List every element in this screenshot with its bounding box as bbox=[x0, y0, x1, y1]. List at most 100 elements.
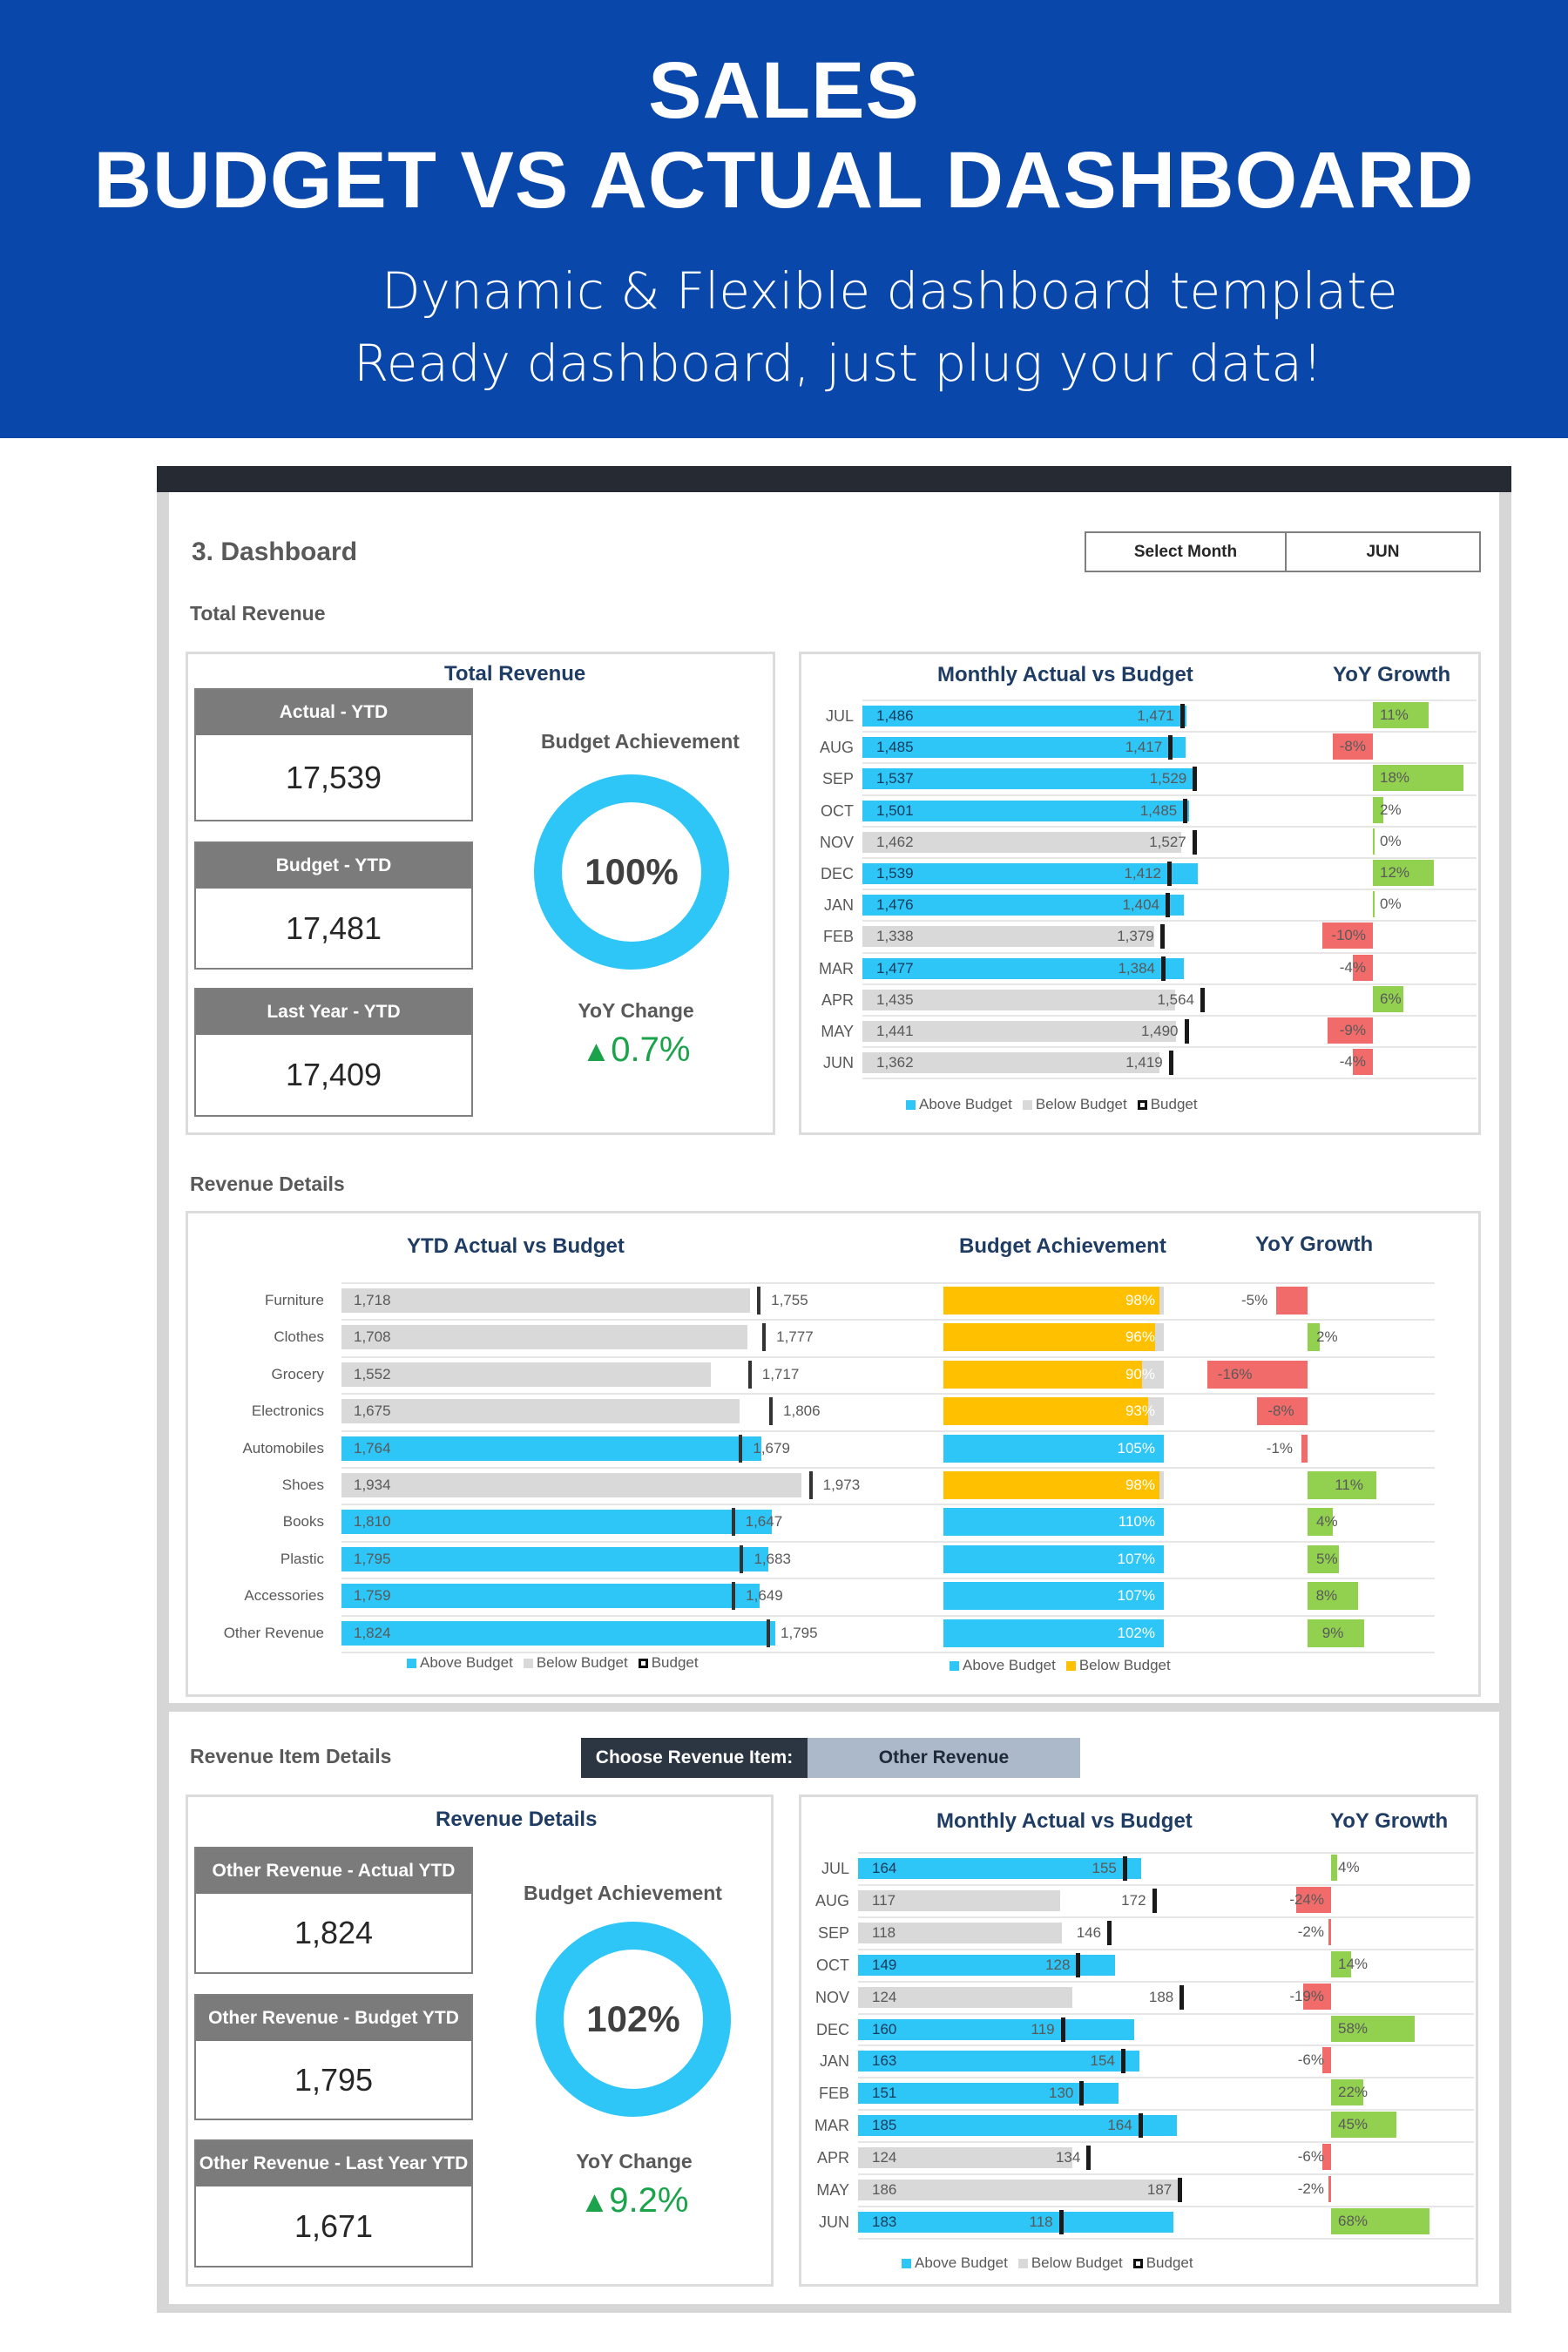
yoy-bar-positive bbox=[1373, 796, 1383, 823]
yoy-bar-positive bbox=[1331, 2079, 1363, 2106]
row-gridline bbox=[858, 1948, 1474, 1950]
actual-bar-below bbox=[341, 1399, 740, 1424]
monthly-yoy-title: YoY Growth bbox=[1333, 663, 1451, 686]
budget-value: 128 bbox=[1045, 1956, 1071, 1973]
actual-bar-below bbox=[862, 926, 1154, 948]
yoy-value: 58% bbox=[1338, 2019, 1369, 2037]
month-selector[interactable]: Select Month JUN bbox=[1085, 531, 1481, 572]
yoy-bar-negative bbox=[1303, 1983, 1331, 2010]
kpi-last-year-ytd: Last Year - YTD 17,409 bbox=[194, 988, 473, 1117]
monthly-chart-title: Monthly Actual vs Budget bbox=[937, 663, 1193, 686]
actual-bar-above bbox=[341, 1620, 775, 1646]
budget-marker bbox=[740, 1544, 744, 1573]
yoy-bar-negative bbox=[1322, 2047, 1331, 2074]
row-gridline bbox=[862, 920, 1477, 923]
actual-bar-above bbox=[858, 1858, 1141, 1879]
actual-value: 149 bbox=[872, 1956, 897, 1973]
choose-item-value[interactable]: Other Revenue bbox=[808, 1738, 1080, 1778]
yoy-value: 4% bbox=[1316, 1513, 1338, 1531]
actual-bar-above bbox=[858, 2051, 1139, 2072]
section-revenue-item-details: Revenue Item Details bbox=[190, 1745, 392, 1767]
actual-bar-below bbox=[341, 1288, 750, 1313]
month-label: FEB bbox=[822, 928, 854, 946]
yoy-value: 0% bbox=[1380, 832, 1402, 849]
yoy-value: -5% bbox=[1241, 1292, 1268, 1308]
month-label: MAR bbox=[814, 2117, 849, 2135]
row-gridline bbox=[858, 2109, 1474, 2112]
month-label: AUG bbox=[819, 739, 854, 757]
category-label: Books bbox=[282, 1513, 324, 1531]
budget-marker bbox=[1166, 893, 1170, 918]
yoy-bar-positive bbox=[1373, 985, 1403, 1012]
budget-marker bbox=[1122, 1856, 1127, 1881]
achievement-bar bbox=[943, 1287, 1159, 1315]
budget-marker bbox=[1159, 924, 1165, 950]
month-label: OCT bbox=[816, 1956, 849, 1974]
row-gridline bbox=[858, 2237, 1474, 2240]
actual-value: 117 bbox=[872, 1891, 896, 1909]
actual-bar-above bbox=[862, 737, 1186, 759]
kpi-actual-ytd: Actual - YTD 17,539 bbox=[194, 688, 473, 821]
achievement-bar bbox=[943, 1508, 1164, 1537]
actual-value: 1,759 bbox=[354, 1587, 391, 1605]
month-label: APR bbox=[816, 2149, 849, 2167]
actual-value: 1,718 bbox=[354, 1292, 391, 1308]
yoy-bar-positive bbox=[1331, 2015, 1416, 2042]
budget-value: 1,777 bbox=[776, 1328, 814, 1346]
kpi-value: 1,795 bbox=[294, 2062, 374, 2098]
budget-marker bbox=[1076, 1952, 1081, 1977]
budget-value: 1,419 bbox=[1125, 1054, 1163, 1071]
actual-value: 124 bbox=[872, 1988, 897, 2005]
section-revenue-details: Revenue Details bbox=[190, 1173, 345, 1195]
month-label: NOV bbox=[814, 1988, 849, 2006]
yoy-bar-positive bbox=[1308, 1323, 1321, 1352]
actual-value: 1,675 bbox=[354, 1402, 391, 1420]
row-gridline bbox=[341, 1429, 1435, 1432]
actual-value: 1,824 bbox=[354, 1624, 391, 1641]
yoy-bar-positive bbox=[1331, 2112, 1396, 2139]
budget-value: 172 bbox=[1121, 1891, 1146, 1909]
row-gridline bbox=[858, 2044, 1474, 2047]
yoy-bar-positive bbox=[1373, 702, 1429, 728]
section-divider bbox=[169, 1703, 1499, 1712]
actual-bar-above bbox=[862, 768, 1198, 790]
yoy-change-text: 0.7% bbox=[611, 1031, 691, 1069]
budget-value: 1,795 bbox=[781, 1624, 818, 1641]
row-gridline bbox=[341, 1467, 1435, 1469]
actual-bar-above bbox=[858, 2018, 1134, 2040]
budget-value: 1,417 bbox=[1125, 739, 1163, 756]
budget-value: 1,379 bbox=[1117, 928, 1154, 945]
legend-above-budget: Above Budget bbox=[950, 1657, 1066, 1673]
budget-value: 188 bbox=[1148, 1988, 1174, 2005]
budget-marker bbox=[1086, 2146, 1092, 2171]
actual-bar-above bbox=[858, 2211, 1174, 2233]
revenue-item-selector[interactable]: Choose Revenue Item: Other Revenue bbox=[581, 1738, 1080, 1778]
select-month-value[interactable]: JUN bbox=[1366, 543, 1400, 561]
item-budget-achievement-donut: 102% bbox=[536, 1922, 731, 2117]
up-arrow-icon: ▲ bbox=[581, 1035, 612, 1068]
month-label: JUN bbox=[823, 1054, 854, 1072]
section-total-revenue: Total Revenue bbox=[190, 602, 326, 625]
ytd-chart-title: YTD Actual vs Budget bbox=[407, 1234, 625, 1258]
legend-swatch bbox=[407, 1659, 416, 1669]
budget-value: 1,679 bbox=[753, 1439, 790, 1456]
actual-value: 183 bbox=[872, 2213, 897, 2230]
budget-marker bbox=[1167, 862, 1172, 886]
actual-bar-below bbox=[341, 1362, 711, 1387]
kpi-label: Other Revenue - Last Year YTD bbox=[196, 2141, 471, 2186]
category-label: Other Revenue bbox=[223, 1624, 324, 1641]
legend-swatch bbox=[1017, 2259, 1028, 2269]
yoy-value: -16% bbox=[1217, 1365, 1253, 1382]
hero-subtitle-2: Ready dashboard, just plug your data! bbox=[354, 334, 1323, 393]
budget-marker bbox=[1079, 2081, 1085, 2106]
yoy-value: -19% bbox=[1289, 1987, 1324, 2004]
actual-value: 1,362 bbox=[876, 1054, 914, 1071]
item-budget-achievement-label: Budget Achievement bbox=[524, 1882, 722, 1904]
yoy-value: 6% bbox=[1380, 990, 1402, 1007]
total-revenue-title: Total Revenue bbox=[444, 662, 586, 686]
legend-swatch bbox=[906, 1100, 916, 1111]
actual-bar-below bbox=[341, 1473, 801, 1497]
category-label: Electronics bbox=[251, 1402, 324, 1420]
actual-bar-above bbox=[341, 1510, 773, 1535]
budget-value: 1,564 bbox=[1157, 990, 1194, 1008]
